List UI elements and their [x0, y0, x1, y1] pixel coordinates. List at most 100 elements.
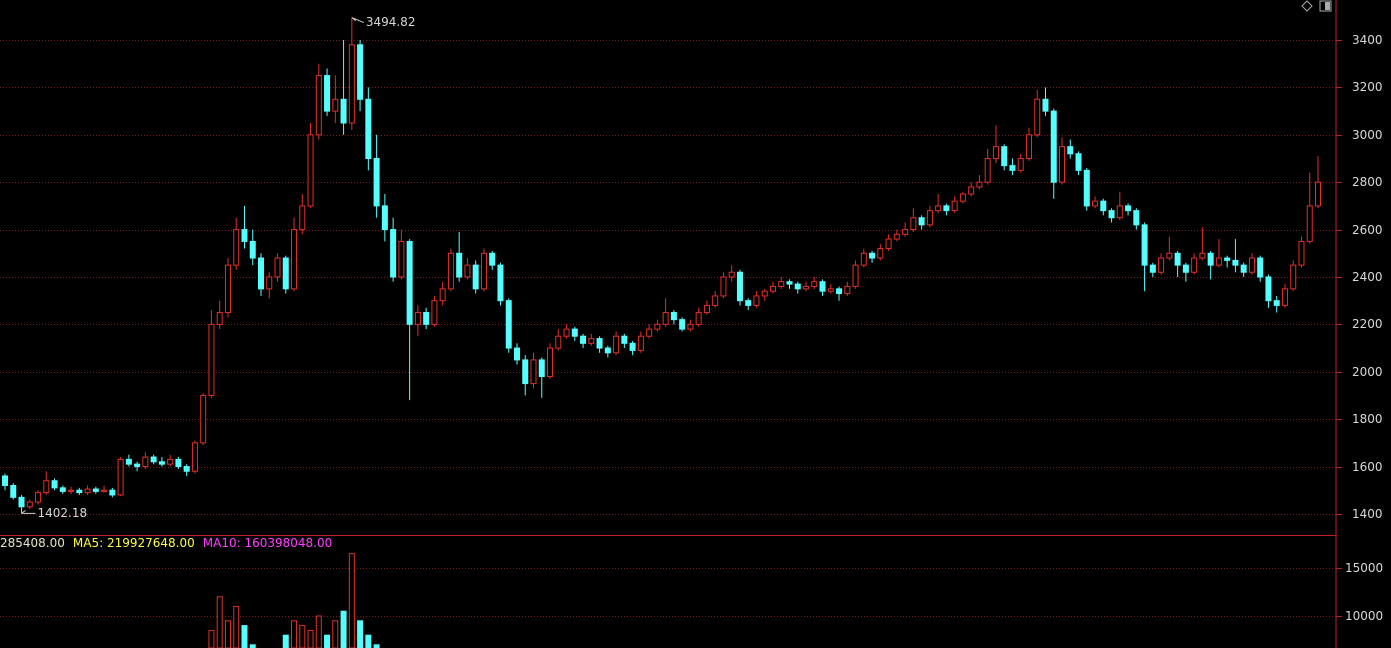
candle-body	[1050, 110, 1057, 183]
candle-body	[935, 205, 942, 212]
candle-body	[976, 181, 983, 188]
candle-body	[208, 323, 215, 396]
volume-header-item: MA5: 219927648.00	[73, 536, 195, 550]
candle-body	[1290, 264, 1297, 290]
candle-body	[1034, 98, 1041, 136]
candle-body	[745, 300, 752, 306]
candle-body	[893, 233, 900, 240]
volume-bar	[365, 634, 372, 648]
candle-body	[885, 238, 892, 250]
candle-body	[530, 359, 537, 385]
y-tick-label: 1400	[1352, 507, 1383, 521]
candle-body	[1215, 257, 1222, 266]
volume-header-item: 285408.00	[0, 536, 65, 550]
candle-body	[522, 359, 529, 385]
candle-body	[26, 501, 33, 508]
candle-body	[307, 134, 314, 207]
candle-body	[679, 319, 686, 330]
volume-bar	[241, 625, 248, 648]
candle-body	[1166, 252, 1173, 259]
candle-body	[1240, 264, 1247, 273]
candle-body	[646, 328, 653, 337]
candle-body	[803, 285, 810, 290]
candle-body	[720, 276, 727, 297]
y-tick-label: 1600	[1352, 460, 1383, 474]
candle-body	[10, 484, 17, 498]
candle-body	[1092, 200, 1099, 207]
candle-body	[538, 359, 545, 377]
candle-body	[431, 300, 438, 325]
candle-body	[406, 240, 413, 325]
candle-body	[728, 271, 735, 278]
candle-body	[117, 458, 124, 496]
candle-body	[662, 312, 669, 325]
candle-body	[480, 252, 487, 290]
candle-body	[365, 98, 372, 160]
candle-body	[340, 98, 347, 124]
candle-body	[1232, 259, 1239, 266]
candle-body	[274, 257, 281, 278]
high-label: 3494.82	[366, 15, 416, 29]
candle-body	[357, 44, 364, 100]
candle-body	[761, 290, 768, 297]
candle-body	[910, 217, 917, 231]
candle-body	[836, 288, 843, 295]
candle-body	[951, 200, 958, 212]
volume-bar	[315, 615, 322, 648]
high-marker	[351, 17, 365, 24]
candle-body	[43, 480, 50, 494]
candle-body	[1298, 240, 1305, 266]
candle-body	[447, 252, 454, 290]
y-tick-label: 3400	[1352, 33, 1383, 47]
candle-body	[332, 98, 339, 112]
candle-body	[472, 264, 479, 290]
candle-body	[1059, 146, 1066, 183]
candle-body	[1067, 146, 1074, 155]
candle-body	[167, 458, 174, 465]
volume-bar	[299, 625, 306, 648]
candle-body	[381, 205, 388, 231]
candle-body	[51, 480, 58, 489]
candle-body	[1116, 205, 1123, 219]
candle-body	[959, 193, 966, 202]
volume-bar	[307, 629, 314, 648]
volume-bar	[291, 620, 298, 648]
candle-body	[109, 489, 116, 496]
candle-body	[654, 323, 661, 330]
candle-body	[249, 240, 256, 259]
candle-body	[1306, 205, 1313, 242]
candle-body	[753, 295, 760, 306]
candle-body	[125, 458, 132, 465]
candle-body	[1207, 252, 1214, 266]
y-tick-label: 2400	[1352, 270, 1383, 284]
candle-body	[76, 489, 83, 494]
candle-body	[926, 210, 933, 226]
candle-body	[200, 394, 207, 444]
candle-body	[68, 489, 75, 492]
candle-body	[315, 75, 322, 136]
candle-body	[555, 335, 562, 349]
candle-body	[224, 264, 231, 314]
candle-body	[844, 285, 851, 295]
candle-body	[92, 488, 99, 492]
candle-body	[778, 281, 785, 287]
candle-body	[175, 458, 182, 468]
candle-body	[191, 442, 198, 472]
candle-body	[571, 328, 578, 337]
candle-body	[282, 257, 289, 290]
candle-body	[1001, 146, 1008, 167]
candle-body	[1149, 264, 1156, 273]
candle-body	[621, 335, 628, 344]
candle-body	[464, 264, 471, 278]
y-tick-label: 2000	[1352, 365, 1383, 379]
panel-icon[interactable]	[1319, 0, 1332, 12]
diamond-icon[interactable]	[1301, 0, 1313, 12]
candle-body	[134, 463, 141, 468]
candle-body	[1265, 276, 1272, 302]
volume-header-item: MA10: 160398048.00	[203, 536, 333, 550]
y-tick-label: 1800	[1352, 412, 1383, 426]
panel-icon-fill	[1325, 2, 1330, 10]
candle-body	[869, 252, 876, 259]
